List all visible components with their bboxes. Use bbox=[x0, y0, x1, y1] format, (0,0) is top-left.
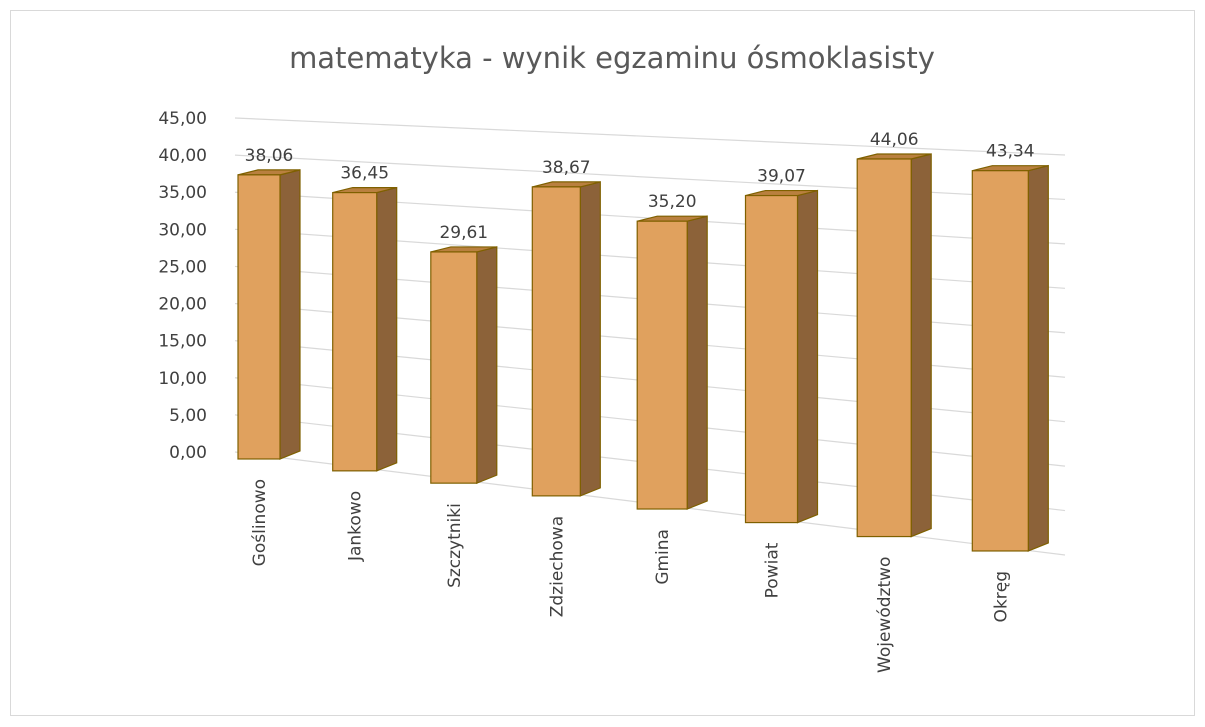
y-tick-label: 0,00 bbox=[169, 443, 207, 463]
grid-line bbox=[234, 117, 1066, 156]
bar-side bbox=[476, 246, 498, 485]
data-label: 44,06 bbox=[870, 130, 919, 150]
y-tick-label: 15,00 bbox=[158, 332, 207, 352]
y-tick-label: 20,00 bbox=[158, 295, 207, 315]
x-tick-label: Gmina bbox=[653, 529, 673, 585]
x-tick-label: Szczytniki bbox=[445, 503, 465, 588]
y-tick-label: 5,00 bbox=[169, 406, 207, 426]
bar bbox=[332, 192, 378, 472]
x-tick-label: Województwo bbox=[875, 557, 895, 673]
bar-side bbox=[279, 169, 301, 460]
bar-side bbox=[1027, 164, 1049, 552]
bar bbox=[971, 170, 1029, 552]
data-label: 29,61 bbox=[439, 223, 488, 243]
data-label: 39,07 bbox=[757, 167, 806, 187]
data-label: 38,67 bbox=[542, 158, 591, 178]
y-tick-label: 45,00 bbox=[158, 109, 207, 129]
x-tick-label: Okręg bbox=[991, 571, 1011, 622]
bar bbox=[856, 158, 912, 538]
y-tick-label: 30,00 bbox=[158, 220, 207, 240]
bar bbox=[237, 174, 281, 460]
bar-side bbox=[376, 186, 398, 472]
chart-title: matematyka - wynik egzaminu ósmoklasisty bbox=[289, 41, 935, 75]
x-tick-label: Zdziechowa bbox=[547, 516, 567, 617]
bar bbox=[636, 220, 688, 510]
bar bbox=[430, 251, 478, 484]
data-label: 43,34 bbox=[986, 142, 1035, 162]
x-tick-label: Jankowo bbox=[346, 491, 366, 562]
x-tick-label: Goślinowo bbox=[250, 479, 270, 566]
data-label: 36,45 bbox=[340, 164, 389, 184]
y-tick-label: 35,00 bbox=[158, 183, 207, 203]
bar-side bbox=[910, 153, 932, 538]
y-tick-label: 25,00 bbox=[158, 257, 207, 277]
y-tick-label: 10,00 bbox=[158, 369, 207, 389]
bar bbox=[531, 186, 581, 497]
bar-side bbox=[796, 189, 819, 524]
bar bbox=[744, 194, 799, 524]
y-tick-label: 40,00 bbox=[158, 146, 207, 166]
data-label: 38,06 bbox=[245, 146, 294, 166]
bar-side bbox=[686, 215, 708, 510]
data-label: 35,20 bbox=[648, 192, 697, 212]
x-tick-label: Powiat bbox=[763, 542, 783, 598]
bar-side bbox=[579, 181, 601, 497]
